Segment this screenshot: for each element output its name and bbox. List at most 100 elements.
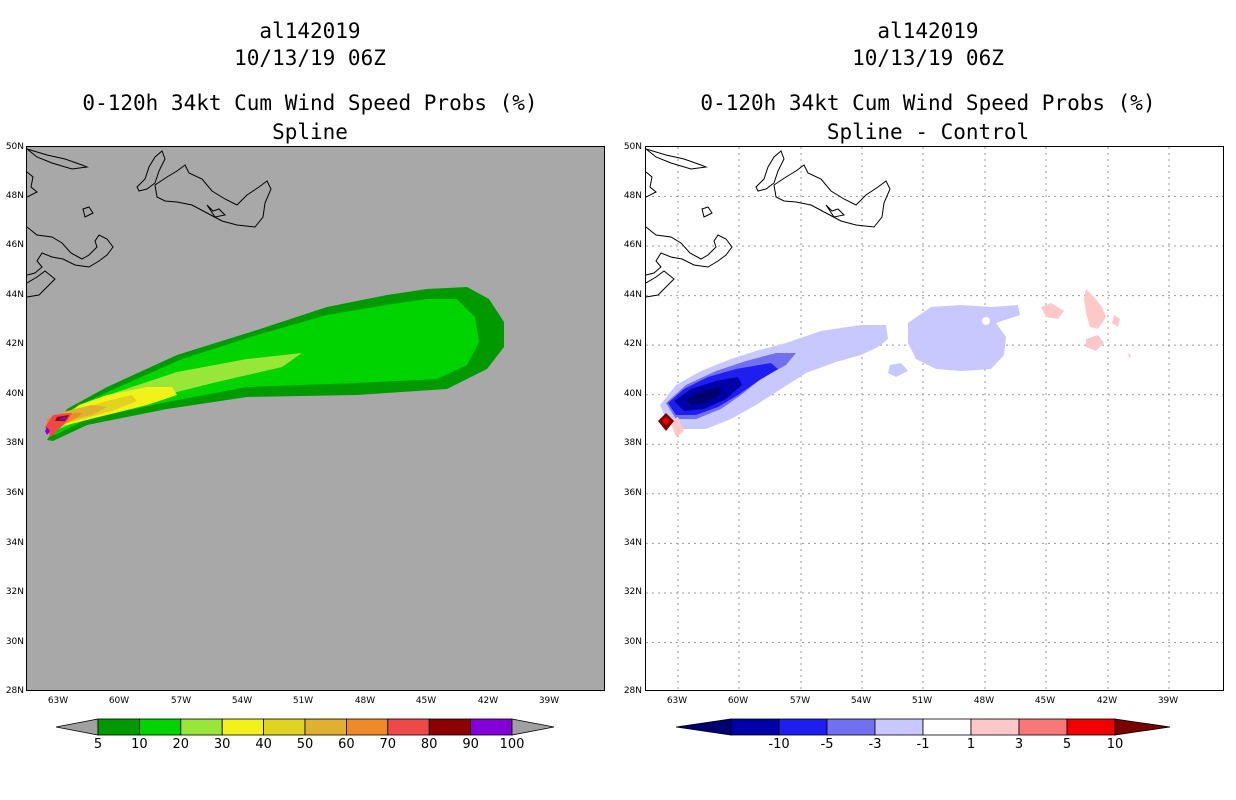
left-colorbar-cell bbox=[97, 718, 140, 736]
left-lat-label: 36N bbox=[5, 488, 24, 498]
left-colorbar-cell bbox=[470, 718, 513, 736]
left-colorbar-min-arrow bbox=[56, 718, 99, 736]
left-title-storm: al142019 bbox=[259, 19, 361, 43]
right-colorbar-max-arrow bbox=[1114, 718, 1171, 736]
diff-pos-1f bbox=[1128, 353, 1131, 359]
right-lon-label: 60W bbox=[727, 696, 749, 706]
left-lon-label: 42W bbox=[477, 696, 499, 706]
left-colorbar-cell bbox=[221, 718, 264, 736]
left-lon-label: 60W bbox=[108, 696, 130, 706]
right-lat-label: 44N bbox=[623, 290, 642, 300]
right-colorbar-cell bbox=[778, 718, 828, 736]
right-colorbar-label: 3 bbox=[1014, 737, 1024, 752]
right-lat-label: 38N bbox=[623, 438, 642, 448]
diff-pos-1e bbox=[1112, 315, 1120, 327]
left-lat-label: 34N bbox=[5, 538, 24, 548]
diff-neg-1c bbox=[888, 363, 908, 377]
left-colorbar-cell bbox=[345, 718, 389, 736]
left-colorbar-cell bbox=[263, 718, 306, 736]
coastline bbox=[27, 148, 272, 298]
diff-pos-1c bbox=[1084, 289, 1106, 329]
right-colorbar-label: -10 bbox=[768, 737, 790, 752]
right-colorbar-cell bbox=[874, 718, 924, 736]
right-lon-label: 42W bbox=[1096, 696, 1118, 706]
left-map-panel bbox=[26, 146, 605, 691]
left-lon-label: 63W bbox=[47, 696, 69, 706]
left-colorbar-label: 60 bbox=[338, 737, 355, 752]
left-lat-label: 42N bbox=[5, 339, 24, 349]
left-colorbar-label: 90 bbox=[462, 737, 479, 752]
left-lat-label: 38N bbox=[5, 438, 24, 448]
diff-pos-1b bbox=[1041, 303, 1064, 319]
right-colorbar-label: 5 bbox=[1062, 737, 1072, 752]
left-lon-label: 51W bbox=[292, 696, 314, 706]
left-colorbar bbox=[56, 718, 555, 736]
right-lon-label: 45W bbox=[1034, 696, 1056, 706]
left-lat-label: 48N bbox=[5, 191, 24, 201]
right-colorbar bbox=[676, 718, 1171, 736]
left-title-method: Spline bbox=[272, 120, 348, 144]
left-lat-label: 40N bbox=[5, 389, 24, 399]
left-lat-label: 30N bbox=[5, 637, 24, 647]
left-colorbar-label: 50 bbox=[296, 737, 314, 752]
left-lon-label: 39W bbox=[538, 696, 560, 706]
right-lon-label: 39W bbox=[1157, 696, 1179, 706]
right-title-method: Spline - Control bbox=[826, 120, 1030, 144]
right-colorbar-cell bbox=[730, 718, 780, 736]
right-colorbar-min-arrow bbox=[676, 718, 732, 736]
right-lat-label: 46N bbox=[623, 240, 642, 250]
right-colorbar-label: -3 bbox=[868, 737, 882, 752]
right-colorbar-cell bbox=[1066, 718, 1116, 736]
right-lon-label: 57W bbox=[789, 696, 811, 706]
right-colorbar-cell bbox=[970, 718, 1020, 736]
prob-swath-20 bbox=[53, 353, 302, 429]
prob-swath-50 bbox=[51, 405, 107, 431]
right-lon-label: 51W bbox=[911, 696, 933, 706]
right-lat-label: 50N bbox=[623, 142, 642, 152]
right-title-storm: al142019 bbox=[877, 19, 979, 43]
left-lat-label: 28N bbox=[5, 686, 24, 696]
left-lat-label: 32N bbox=[5, 587, 24, 597]
right-colorbar-label: -5 bbox=[820, 737, 834, 752]
right-lat-label: 36N bbox=[623, 488, 642, 498]
left-lat-label: 46N bbox=[5, 240, 24, 250]
map-gridlines bbox=[646, 147, 1223, 690]
left-colorbar-cell bbox=[304, 718, 347, 736]
right-lon-label: 48W bbox=[973, 696, 995, 706]
diff-pos-5 bbox=[662, 417, 670, 425]
right-lat-label: 34N bbox=[623, 538, 642, 548]
left-colorbar-label: 80 bbox=[420, 737, 438, 752]
left-title-product: 0-120h 34kt Cum Wind Speed Probs (%) bbox=[82, 91, 538, 115]
right-lat-label: 30N bbox=[623, 637, 642, 647]
diff-neg-1b bbox=[908, 305, 1020, 371]
left-colorbar-cell bbox=[180, 718, 223, 736]
left-colorbar-label: 40 bbox=[255, 737, 272, 752]
left-lat-label: 44N bbox=[5, 290, 24, 300]
right-colorbar-cell bbox=[826, 718, 876, 736]
left-lon-label: 45W bbox=[415, 696, 437, 706]
diff-pos-1 bbox=[670, 417, 684, 437]
right-title-product: 0-120h 34kt Cum Wind Speed Probs (%) bbox=[700, 91, 1156, 115]
diff-neg-10-core bbox=[686, 387, 721, 405]
right-map-panel bbox=[645, 146, 1224, 691]
right-map-graphic bbox=[646, 147, 1223, 690]
right-lon-label: 54W bbox=[850, 696, 872, 706]
right-colorbar-cell bbox=[922, 718, 972, 736]
right-lat-label: 32N bbox=[623, 587, 642, 597]
left-colorbar-label: 5 bbox=[93, 737, 103, 752]
right-title-date: 10/13/19 06Z bbox=[852, 46, 1004, 70]
left-colorbar-cell bbox=[428, 718, 472, 736]
right-colorbar-label: -1 bbox=[916, 737, 930, 752]
left-colorbar-max-arrow bbox=[511, 718, 555, 736]
coastline bbox=[646, 148, 891, 298]
left-lat-label: 50N bbox=[5, 142, 24, 152]
prob-swath-90 bbox=[60, 417, 67, 420]
diff-pos-1d bbox=[1086, 335, 1104, 351]
right-lat-label: 48N bbox=[623, 191, 642, 201]
right-lat-label: 40N bbox=[623, 389, 642, 399]
right-lat-label: 42N bbox=[623, 339, 642, 349]
right-lat-label: 28N bbox=[623, 686, 642, 696]
right-colorbar-cell bbox=[1018, 718, 1068, 736]
left-colorbar-label: 100 bbox=[499, 737, 525, 752]
diff-hole bbox=[982, 317, 990, 325]
